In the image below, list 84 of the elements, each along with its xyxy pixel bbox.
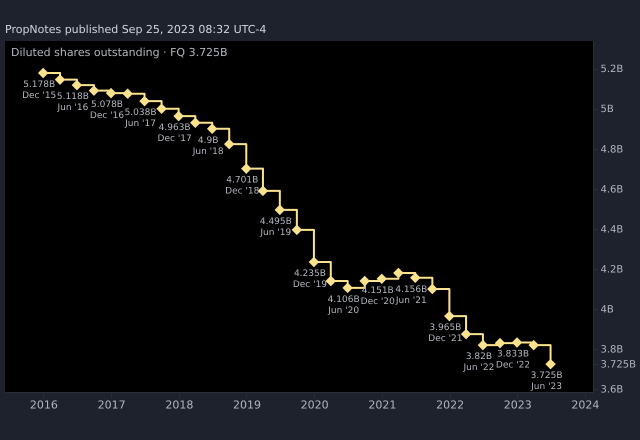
data-label: 5.118B — [56, 92, 89, 102]
annotation: Jun '21 — [394, 296, 427, 306]
data-label: 3.82B — [466, 352, 492, 362]
point — [54, 74, 66, 85]
annotation: Jun '16 — [56, 103, 89, 114]
point — [376, 274, 387, 284]
data-label: 5.178B — [23, 80, 56, 90]
data-label: 4.963B — [158, 123, 191, 134]
annotation: Jun '17 — [124, 119, 156, 130]
data-label: 4.106B — [328, 294, 360, 305]
annotation: Jun '20 — [327, 306, 360, 316]
point — [292, 224, 302, 236]
x-tick-label: 2017 — [98, 398, 126, 412]
y-tick-label: 5.2B — [600, 64, 624, 76]
annotation: Dec '18 — [225, 186, 260, 197]
annotation: Dec '15 — [22, 91, 56, 102]
data-label: 5.038B — [124, 108, 157, 118]
data-label: 3.725B — [530, 371, 563, 382]
y-tick-label: 4.4B — [600, 224, 624, 236]
x-tick-label: 2018 — [165, 398, 194, 412]
data-label: 3.833B — [497, 350, 529, 360]
data-label: 4.151B — [362, 286, 394, 296]
point — [106, 88, 116, 98]
x-tick-label: 2024 — [571, 398, 600, 412]
x-tick-label: 2022 — [436, 398, 464, 412]
x-tick-label: 2020 — [300, 398, 329, 412]
annotation: Jun '19 — [259, 228, 292, 238]
point — [460, 328, 472, 340]
point — [545, 358, 556, 370]
y-tick-label: 3.6B — [600, 384, 624, 396]
point — [88, 85, 100, 96]
point — [122, 88, 133, 99]
data-label: 3.965B — [429, 323, 462, 334]
y-tick-label: 4B — [600, 304, 614, 316]
x-tick-label: 2023 — [504, 398, 532, 412]
point — [494, 338, 506, 348]
x-tick-label: 2019 — [232, 398, 261, 412]
point — [156, 103, 167, 114]
x-tick-label: 2021 — [368, 398, 396, 412]
data-label: 4.495B — [260, 216, 292, 227]
point — [241, 163, 252, 174]
point — [38, 68, 48, 78]
y-tick-label: 3.8B — [600, 344, 624, 356]
point — [342, 282, 353, 294]
annotation: Dec '22 — [496, 360, 530, 371]
point — [72, 80, 82, 90]
annotation: Jun '22 — [462, 363, 494, 374]
point — [308, 256, 320, 268]
point — [190, 117, 201, 128]
chart-title: Diluted shares outstanding · FQ 3.725B — [11, 46, 228, 59]
y-tick-label: 5B — [600, 104, 614, 116]
point — [326, 276, 336, 286]
point — [427, 284, 438, 294]
y-tick-label: 4.2B — [600, 264, 624, 276]
annotation: Jun '23 — [530, 382, 562, 392]
y-tick-label: 3.725B — [600, 360, 636, 371]
point — [359, 276, 370, 286]
y-tick-label: 4.8B — [600, 144, 624, 156]
point — [139, 96, 150, 106]
text: PropNotes published Sep 25, 2023 08:32 UTC-4 — [5, 23, 266, 36]
point — [206, 124, 218, 134]
annotation: Dec '21 — [428, 334, 462, 344]
point — [478, 340, 488, 350]
annotation: Dec '16 — [90, 111, 124, 122]
point — [444, 310, 455, 322]
annotation: Dec '19 — [292, 280, 328, 290]
data-label: 4.235B — [294, 268, 326, 279]
data-label: 4.701B — [226, 176, 258, 186]
data-label: 4.9B — [198, 136, 218, 146]
point — [274, 204, 286, 216]
data-label: 5.078B — [91, 100, 123, 110]
annotation: Dec '17 — [158, 134, 192, 144]
y-tick-label: 4.6B — [600, 184, 624, 196]
x-tick-label: 2016 — [30, 398, 58, 412]
data-label: 4.156B — [395, 284, 428, 295]
point — [512, 337, 522, 348]
point — [224, 138, 234, 150]
point — [258, 186, 268, 196]
point — [173, 110, 184, 122]
annotation: Jun '18 — [192, 146, 224, 157]
point — [393, 268, 404, 278]
annotation: Dec '20 — [360, 296, 396, 307]
point — [410, 272, 421, 284]
point — [528, 340, 539, 350]
